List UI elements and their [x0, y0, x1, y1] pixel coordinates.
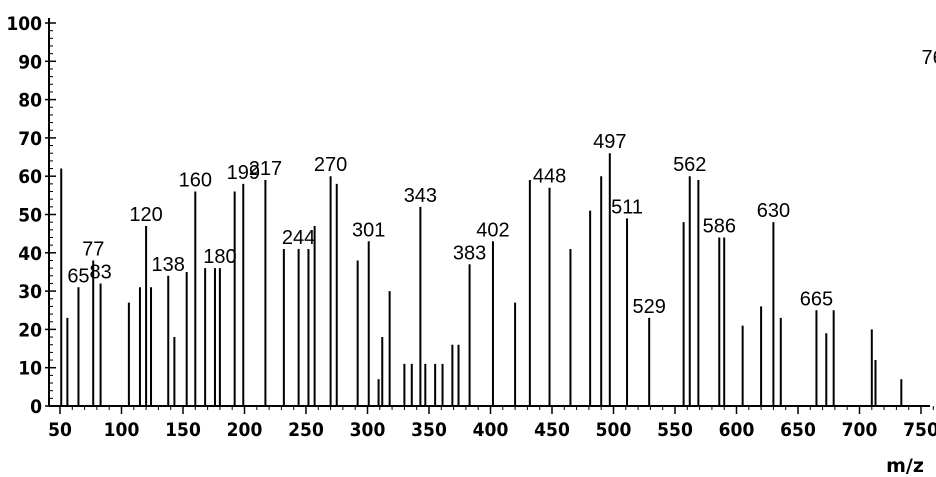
- peak-label: 383: [453, 242, 486, 264]
- x-tick-label: 700: [842, 419, 878, 441]
- x-tick-label: 150: [165, 419, 201, 441]
- peak-label: 270: [314, 154, 347, 176]
- x-tick-label: 100: [104, 419, 140, 441]
- peaks: [60, 153, 903, 406]
- y-tick-label: 10: [18, 358, 42, 380]
- x-tick-label: 750: [903, 419, 936, 441]
- y-tick-label: 0: [30, 396, 42, 418]
- x-tick-label: 200: [227, 419, 263, 441]
- peak-label: 77: [82, 238, 104, 260]
- y-axis: 0 10 20 30 40 50 60 70 80 90 100: [6, 13, 56, 418]
- y-tick-label: 30: [18, 281, 42, 303]
- peak-label: 511: [611, 196, 643, 218]
- x-tick-label: 600: [719, 419, 755, 441]
- x-tick-label: 650: [780, 419, 816, 441]
- y-tick-label: 40: [18, 243, 42, 265]
- peak-label: 402: [476, 219, 509, 241]
- peak-label: 138: [152, 254, 185, 276]
- peak-label: 764: [922, 47, 936, 69]
- y-tick-label: 20: [18, 319, 42, 341]
- peak-label: 343: [404, 185, 437, 207]
- x-tick-label: 300: [350, 419, 386, 441]
- x-tick-label: 450: [534, 419, 570, 441]
- x-tick-label: 400: [473, 419, 509, 441]
- peak-label: 665: [800, 288, 833, 310]
- peak-label: 160: [179, 170, 212, 192]
- y-tick-label: 80: [18, 90, 42, 112]
- peak-labels: 6577831201381601801992172442703013433834…: [67, 47, 936, 318]
- peak-label: 562: [673, 154, 706, 176]
- x-tick-label: 500: [596, 419, 632, 441]
- y-tick-label: 70: [18, 128, 42, 150]
- y-tick-label: 60: [18, 166, 42, 188]
- peak-label: 448: [533, 166, 566, 188]
- peak-label: 217: [249, 158, 282, 180]
- peak-label: 199: [227, 162, 260, 184]
- x-axis: 50 100 150 200 250 300 350 400 450 500 550 600 650 70…: [48, 405, 936, 441]
- y-tick-label: 50: [18, 205, 42, 227]
- x-axis-title: m/z: [886, 455, 924, 477]
- x-tick-label: 250: [288, 419, 324, 441]
- x-tick-label: 350: [411, 419, 447, 441]
- peak-label: 497: [593, 131, 626, 153]
- y-tick-label: 100: [6, 13, 42, 35]
- peak-label: 65: [67, 265, 89, 287]
- x-tick-label: 50: [48, 419, 72, 441]
- peak-label: 120: [129, 204, 162, 226]
- peak-label: 180: [203, 246, 236, 268]
- peak-label: 529: [632, 296, 665, 318]
- y-tick-label: 90: [18, 51, 42, 73]
- peak-label: 630: [757, 200, 790, 222]
- peak-label: 586: [703, 215, 736, 237]
- peak-label: 244: [282, 227, 315, 249]
- peak-label: 301: [352, 219, 385, 241]
- x-tick-label: 550: [657, 419, 693, 441]
- peak-label: 83: [89, 261, 111, 283]
